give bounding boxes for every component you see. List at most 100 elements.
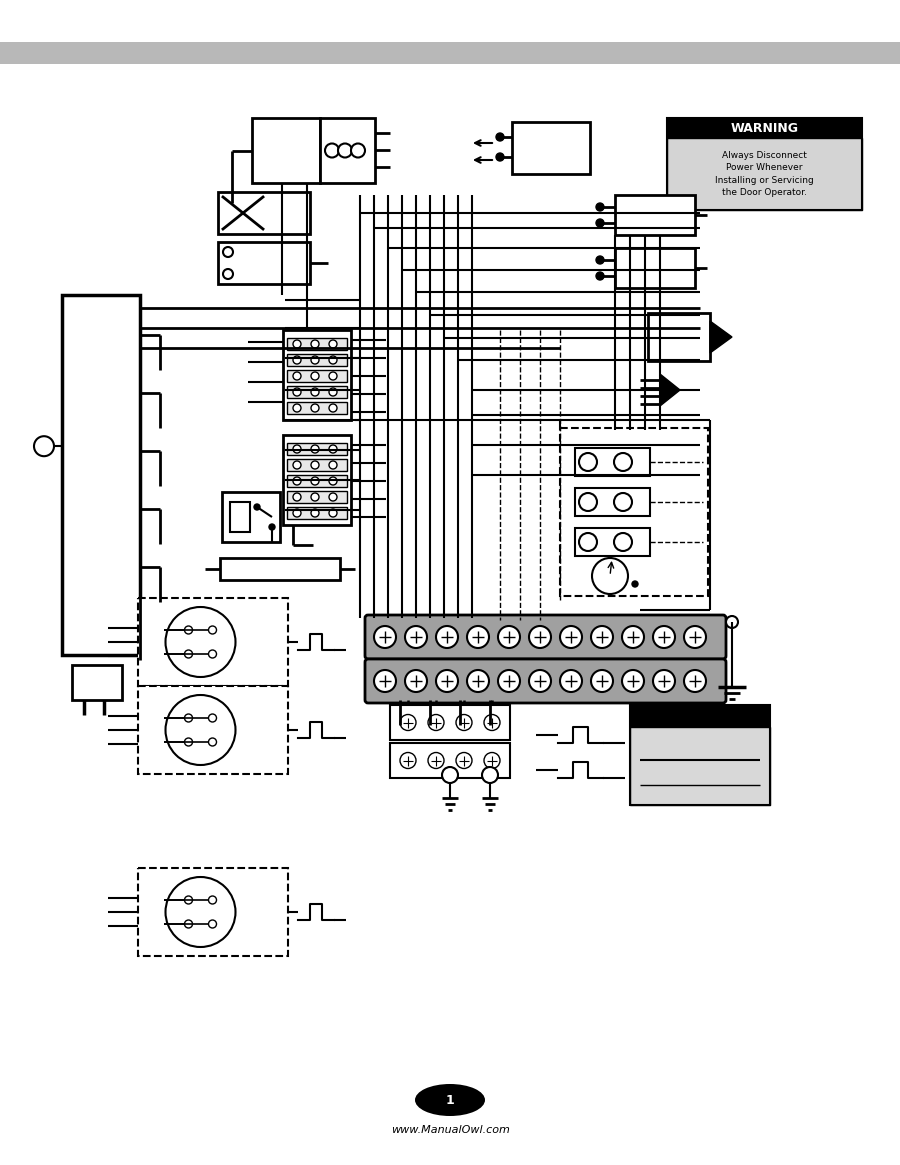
Bar bbox=[287, 386, 347, 398]
Circle shape bbox=[498, 670, 520, 692]
Circle shape bbox=[632, 581, 638, 587]
Circle shape bbox=[184, 626, 193, 634]
Circle shape bbox=[400, 714, 416, 730]
Circle shape bbox=[653, 670, 675, 692]
Circle shape bbox=[293, 340, 301, 348]
Circle shape bbox=[579, 493, 597, 511]
Polygon shape bbox=[710, 322, 732, 353]
Circle shape bbox=[325, 143, 339, 157]
Circle shape bbox=[329, 356, 337, 363]
Circle shape bbox=[596, 203, 604, 211]
Bar bbox=[287, 443, 347, 456]
Circle shape bbox=[614, 453, 632, 471]
Circle shape bbox=[184, 896, 193, 904]
Bar bbox=[667, 118, 862, 210]
Bar bbox=[218, 192, 310, 234]
Bar bbox=[287, 507, 347, 518]
Circle shape bbox=[254, 504, 260, 510]
Bar bbox=[218, 242, 310, 284]
Text: WARNING: WARNING bbox=[731, 121, 798, 134]
Circle shape bbox=[684, 670, 706, 692]
Circle shape bbox=[484, 753, 500, 769]
Circle shape bbox=[400, 753, 416, 769]
Circle shape bbox=[684, 626, 706, 648]
Bar bbox=[560, 428, 708, 596]
Circle shape bbox=[614, 534, 632, 551]
Circle shape bbox=[209, 737, 217, 746]
Circle shape bbox=[209, 714, 217, 722]
Bar bbox=[630, 727, 770, 805]
Bar bbox=[320, 118, 375, 183]
Bar bbox=[287, 338, 347, 350]
Circle shape bbox=[209, 626, 217, 634]
Circle shape bbox=[293, 476, 301, 485]
Bar bbox=[615, 195, 695, 235]
Circle shape bbox=[614, 493, 632, 511]
Circle shape bbox=[209, 920, 217, 929]
Circle shape bbox=[591, 670, 613, 692]
Bar bbox=[220, 558, 340, 580]
Circle shape bbox=[184, 650, 193, 658]
Bar bbox=[615, 248, 695, 288]
Circle shape bbox=[166, 877, 236, 947]
Circle shape bbox=[596, 271, 604, 280]
Circle shape bbox=[484, 714, 500, 730]
Bar bbox=[667, 118, 862, 137]
Bar bbox=[630, 705, 770, 805]
Circle shape bbox=[436, 670, 458, 692]
Circle shape bbox=[653, 626, 675, 648]
Circle shape bbox=[591, 626, 613, 648]
Circle shape bbox=[209, 650, 217, 658]
Bar bbox=[138, 868, 287, 956]
Bar bbox=[287, 402, 347, 414]
Circle shape bbox=[622, 626, 644, 648]
Circle shape bbox=[293, 372, 301, 380]
Bar bbox=[287, 459, 347, 471]
Circle shape bbox=[596, 219, 604, 227]
Text: 1: 1 bbox=[446, 1094, 454, 1107]
Circle shape bbox=[622, 670, 644, 692]
Bar bbox=[287, 370, 347, 382]
Bar bbox=[575, 488, 650, 516]
Bar bbox=[390, 743, 510, 778]
Bar bbox=[648, 313, 710, 361]
Circle shape bbox=[329, 388, 337, 396]
Circle shape bbox=[311, 476, 319, 485]
Circle shape bbox=[560, 626, 582, 648]
Bar bbox=[667, 137, 862, 210]
Circle shape bbox=[456, 714, 472, 730]
Circle shape bbox=[456, 753, 472, 769]
Circle shape bbox=[223, 247, 233, 257]
FancyBboxPatch shape bbox=[365, 615, 726, 659]
Circle shape bbox=[496, 133, 504, 141]
Bar bbox=[630, 705, 770, 727]
Circle shape bbox=[592, 558, 628, 594]
Circle shape bbox=[596, 256, 604, 264]
Bar bbox=[0, 42, 900, 64]
Circle shape bbox=[560, 670, 582, 692]
Circle shape bbox=[467, 626, 489, 648]
Bar bbox=[138, 598, 287, 686]
Circle shape bbox=[311, 356, 319, 363]
Bar bbox=[230, 502, 250, 532]
Circle shape bbox=[311, 445, 319, 453]
Bar bbox=[390, 705, 510, 740]
Circle shape bbox=[311, 509, 319, 517]
Circle shape bbox=[374, 626, 396, 648]
Circle shape bbox=[34, 436, 54, 457]
Circle shape bbox=[293, 356, 301, 363]
Circle shape bbox=[338, 143, 352, 157]
Bar bbox=[62, 295, 140, 655]
Bar bbox=[512, 122, 590, 174]
Circle shape bbox=[579, 453, 597, 471]
Circle shape bbox=[223, 269, 233, 278]
Circle shape bbox=[329, 461, 337, 469]
Bar bbox=[283, 330, 351, 421]
Circle shape bbox=[726, 616, 738, 628]
Circle shape bbox=[329, 372, 337, 380]
Circle shape bbox=[184, 714, 193, 722]
Ellipse shape bbox=[415, 1083, 485, 1116]
Circle shape bbox=[166, 696, 236, 765]
Polygon shape bbox=[660, 374, 680, 405]
Circle shape bbox=[311, 493, 319, 501]
